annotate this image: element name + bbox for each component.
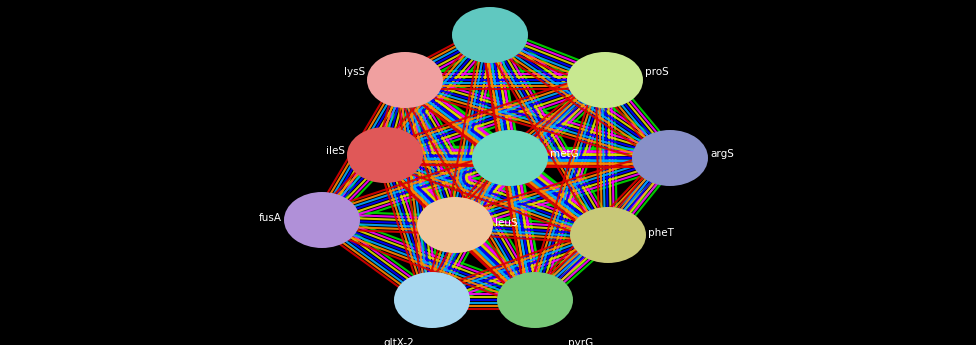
Text: gltX-2: gltX-2 bbox=[384, 338, 415, 345]
Text: proS: proS bbox=[645, 67, 669, 77]
Ellipse shape bbox=[452, 7, 528, 63]
Ellipse shape bbox=[497, 272, 573, 328]
Text: lysS: lysS bbox=[344, 67, 365, 77]
Text: fusA: fusA bbox=[259, 213, 282, 223]
Text: pyrG: pyrG bbox=[568, 338, 593, 345]
Text: metG: metG bbox=[550, 149, 579, 159]
Ellipse shape bbox=[472, 130, 548, 186]
Ellipse shape bbox=[394, 272, 470, 328]
Ellipse shape bbox=[632, 130, 708, 186]
Text: ileS: ileS bbox=[326, 146, 345, 156]
Text: pheT: pheT bbox=[648, 228, 673, 238]
Ellipse shape bbox=[567, 52, 643, 108]
Ellipse shape bbox=[570, 207, 646, 263]
Ellipse shape bbox=[284, 192, 360, 248]
Ellipse shape bbox=[347, 127, 423, 183]
Text: argS: argS bbox=[710, 149, 734, 159]
Text: leuS: leuS bbox=[495, 218, 517, 228]
Ellipse shape bbox=[367, 52, 443, 108]
Ellipse shape bbox=[417, 197, 493, 253]
